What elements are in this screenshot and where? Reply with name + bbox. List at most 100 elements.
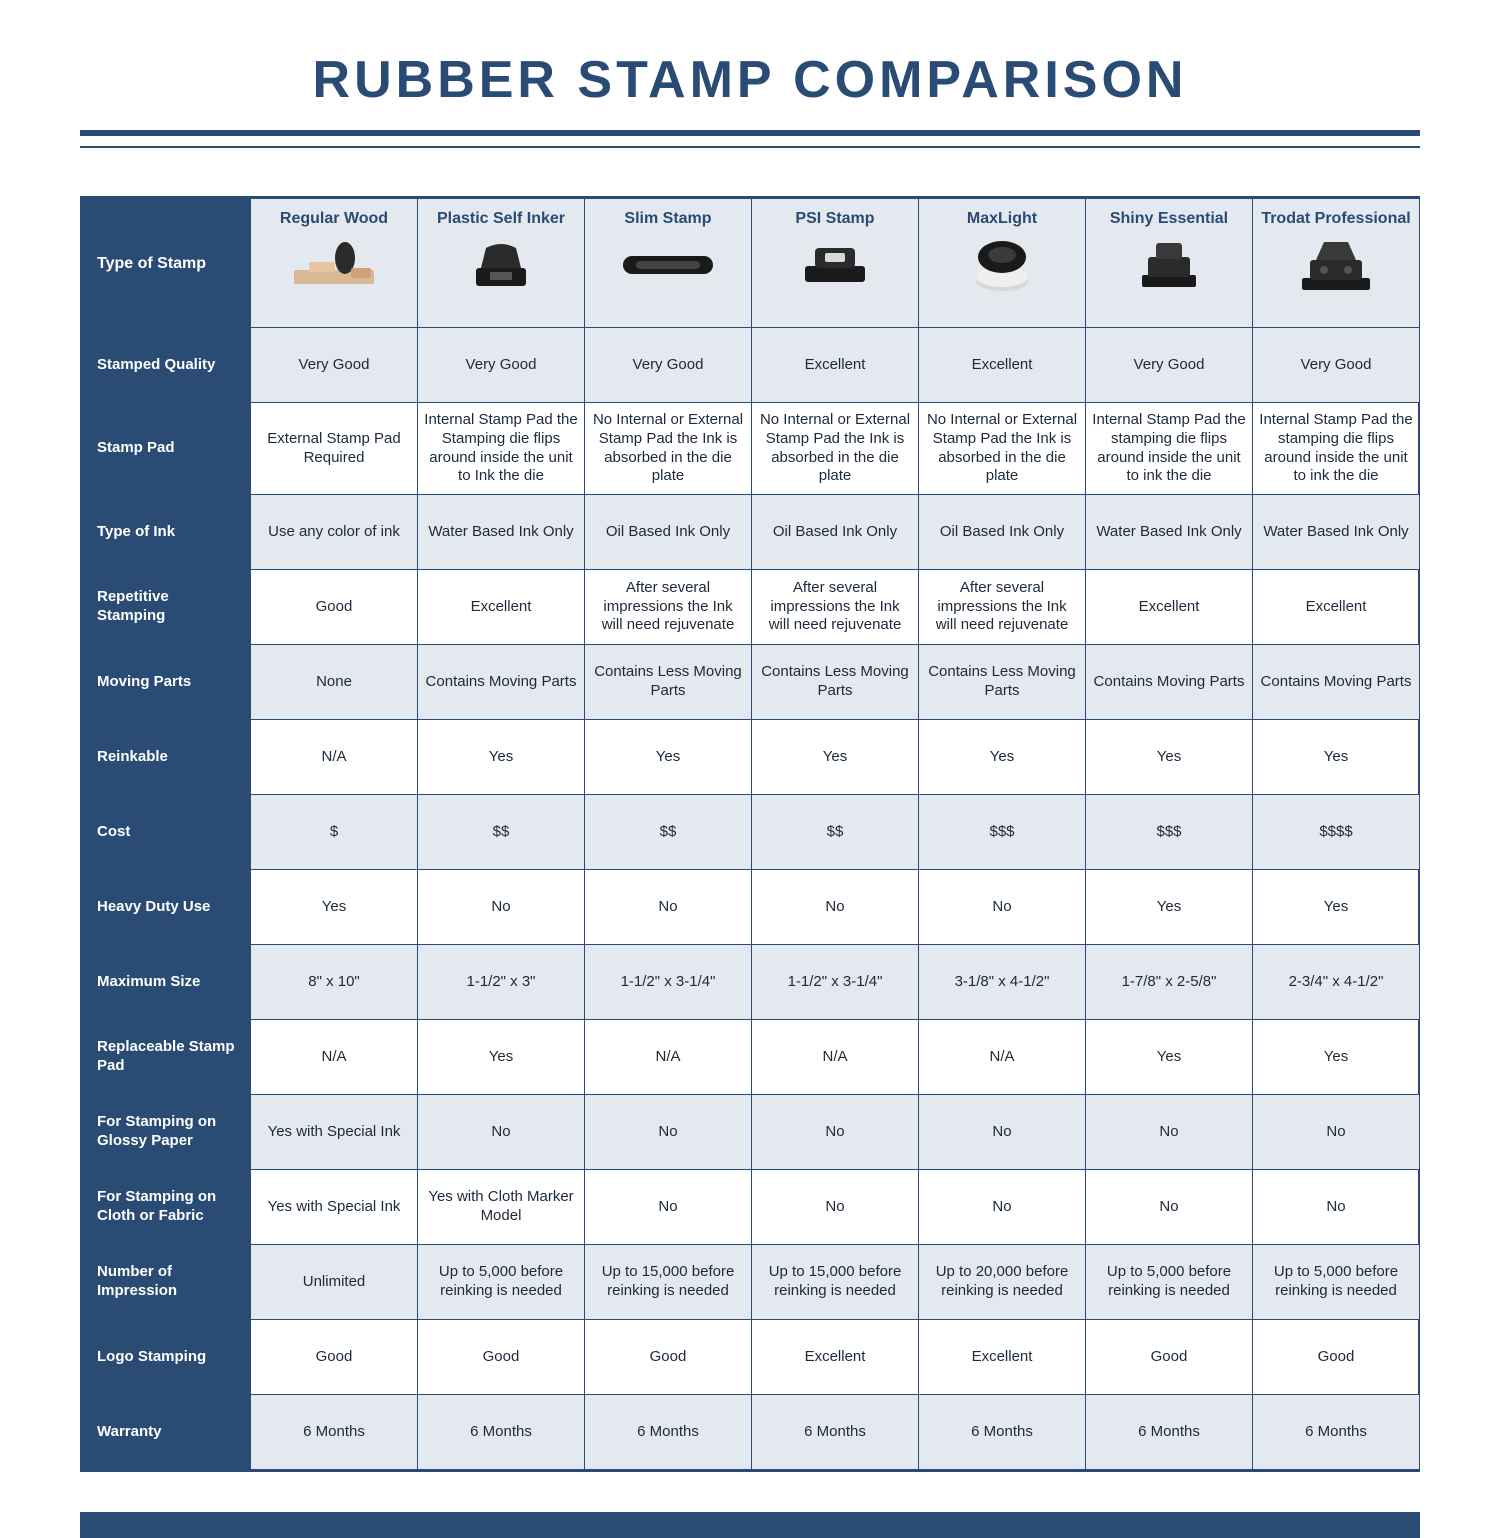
table-cell: Yes (1253, 720, 1420, 795)
row-header: Replaceable Stamp Pad (83, 1020, 251, 1095)
table-cell: Excellent (752, 328, 919, 403)
table-cell: 1-1/2" x 3-1/4" (585, 945, 752, 1020)
table-row: Maximum Size8" x 10"1-1/2" x 3"1-1/2" x … (83, 945, 1420, 1020)
table-cell: Yes (752, 720, 919, 795)
table-cell: Yes with Cloth Marker Model (418, 1170, 585, 1245)
table-cell: No (919, 1095, 1086, 1170)
table-cell: $$$ (1086, 795, 1253, 870)
table-cell: 6 Months (251, 1395, 418, 1470)
table-cell: $$ (585, 795, 752, 870)
row-header: For Stamping on Glossy Paper (83, 1095, 251, 1170)
table-cell: 6 Months (1253, 1395, 1420, 1470)
row-header: For Stamping on Cloth or Fabric (83, 1170, 251, 1245)
corner-header: Type of Stamp (83, 199, 251, 328)
table-cell: 6 Months (1086, 1395, 1253, 1470)
table-cell: Yes (919, 720, 1086, 795)
table-cell: Excellent (919, 328, 1086, 403)
table-cell: Yes (418, 720, 585, 795)
table-cell: Yes with Special Ink (251, 1095, 418, 1170)
table-cell: Water Based Ink Only (418, 495, 585, 570)
table-cell: N/A (251, 1020, 418, 1095)
table-cell: No Internal or External Stamp Pad the In… (919, 403, 1086, 495)
psi-stamp-icon (758, 235, 912, 295)
table-cell: Water Based Ink Only (1253, 495, 1420, 570)
table-cell: Up to 5,000 before reinking is needed (1253, 1245, 1420, 1320)
table-row: Stamp PadExternal Stamp Pad RequiredInte… (83, 403, 1420, 495)
table-row: Moving PartsNoneContains Moving PartsCon… (83, 645, 1420, 720)
max-stamp-icon (925, 235, 1079, 295)
column-label: PSI Stamp (758, 209, 912, 229)
table-cell: No (585, 1095, 752, 1170)
table-cell: Contains Moving Parts (418, 645, 585, 720)
table-cell: No (585, 870, 752, 945)
table-cell: Contains Moving Parts (1253, 645, 1420, 720)
row-header: Reinkable (83, 720, 251, 795)
table-cell: Up to 15,000 before reinking is needed (752, 1245, 919, 1320)
table-cell: Very Good (251, 328, 418, 403)
table-cell: $$ (418, 795, 585, 870)
table-cell: Good (585, 1320, 752, 1395)
table-cell: $$$$ (1253, 795, 1420, 870)
row-header: Stamp Pad (83, 403, 251, 495)
table-cell: No (418, 870, 585, 945)
table-cell: Excellent (752, 1320, 919, 1395)
table-cell: No (1253, 1095, 1420, 1170)
table-cell: Oil Based Ink Only (752, 495, 919, 570)
column-header: PSI Stamp (752, 199, 919, 328)
row-header: Cost (83, 795, 251, 870)
table-cell: No (1086, 1170, 1253, 1245)
table-cell: Yes (585, 720, 752, 795)
table-row: Replaceable Stamp PadN/AYesN/AN/AN/AYesY… (83, 1020, 1420, 1095)
table-cell: Up to 20,000 before reinking is needed (919, 1245, 1086, 1320)
table-cell: No (752, 1170, 919, 1245)
wood-stamp-icon (257, 235, 411, 295)
page-title: RUBBER STAMP COMPARISON (80, 50, 1420, 110)
table-row: Logo StampingGoodGoodGoodExcellentExcell… (83, 1320, 1420, 1395)
table-cell: 8" x 10" (251, 945, 418, 1020)
table-cell: N/A (919, 1020, 1086, 1095)
table-cell: 1-1/2" x 3-1/4" (752, 945, 919, 1020)
table-cell: Excellent (1253, 570, 1420, 645)
table-cell: No (752, 870, 919, 945)
table-row: Warranty6 Months6 Months6 Months6 Months… (83, 1395, 1420, 1470)
table-cell: 6 Months (585, 1395, 752, 1470)
table-cell: 1-1/2" x 3" (418, 945, 585, 1020)
row-header: Number of Impression (83, 1245, 251, 1320)
table-cell: Good (418, 1320, 585, 1395)
table-cell: Good (251, 570, 418, 645)
table-row: For Stamping on Cloth or FabricYes with … (83, 1170, 1420, 1245)
table-cell: N/A (251, 720, 418, 795)
row-header: Heavy Duty Use (83, 870, 251, 945)
table-cell: Good (1086, 1320, 1253, 1395)
table-cell: Yes (1253, 1020, 1420, 1095)
column-header: MaxLight (919, 199, 1086, 328)
column-label: MaxLight (925, 209, 1079, 229)
table-cell: Up to 5,000 before reinking is needed (418, 1245, 585, 1320)
comparison-table-frame: Type of StampRegular Wood Plastic Self In… (80, 196, 1420, 1472)
table-cell: Yes (1253, 870, 1420, 945)
row-header: Stamped Quality (83, 328, 251, 403)
row-header: Warranty (83, 1395, 251, 1470)
column-label: Plastic Self Inker (424, 209, 578, 229)
table-cell: Internal Stamp Pad the Stamping die flip… (418, 403, 585, 495)
column-header: Slim Stamp (585, 199, 752, 328)
table-cell: 6 Months (752, 1395, 919, 1470)
table-cell: Contains Moving Parts (1086, 645, 1253, 720)
table-cell: $ (251, 795, 418, 870)
title-bar: RUBBER STAMP COMPARISON (80, 0, 1420, 136)
table-cell: 6 Months (919, 1395, 1086, 1470)
column-header: Regular Wood (251, 199, 418, 328)
table-row: Number of ImpressionUnlimitedUp to 5,000… (83, 1245, 1420, 1320)
table-cell: Very Good (1086, 328, 1253, 403)
table-cell: Unlimited (251, 1245, 418, 1320)
table-cell: N/A (752, 1020, 919, 1095)
table-cell: $$ (752, 795, 919, 870)
table-cell: No (919, 1170, 1086, 1245)
table-cell: Yes with Special Ink (251, 1170, 418, 1245)
column-header: Trodat Professional (1253, 199, 1420, 328)
column-header-row: Type of StampRegular Wood Plastic Self In… (83, 199, 1420, 328)
table-cell: Good (251, 1320, 418, 1395)
table-row: For Stamping on Glossy PaperYes with Spe… (83, 1095, 1420, 1170)
table-cell: Good (1253, 1320, 1420, 1395)
table-cell: Contains Less Moving Parts (752, 645, 919, 720)
